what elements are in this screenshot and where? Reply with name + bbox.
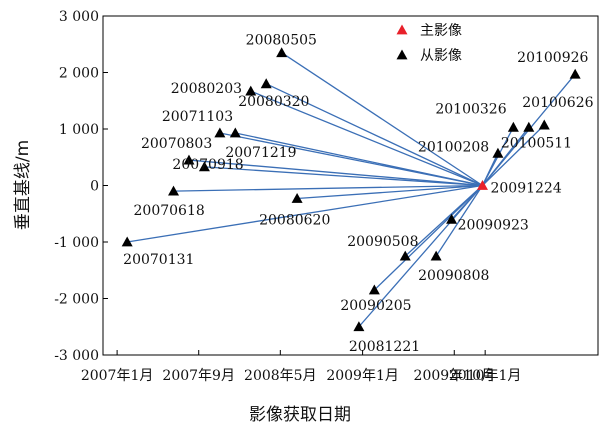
slave-label: 20070803 — [141, 136, 212, 152]
slave-marker — [446, 213, 458, 224]
baseline-line — [297, 184, 483, 200]
slave-marker — [523, 121, 535, 132]
x-tick-label: 2007年9月 — [162, 368, 235, 384]
slave-marker — [368, 284, 380, 295]
baseline-line — [173, 184, 483, 192]
slave-label: 20080620 — [259, 212, 330, 228]
slave-marker — [168, 185, 180, 196]
y-tick-label: -2 000 — [54, 292, 99, 308]
y-tick-label: 1 000 — [59, 122, 99, 138]
y-axis-title: 垂直基线/m — [13, 140, 33, 230]
slave-label: 20080320 — [238, 94, 309, 110]
baseline-line — [451, 185, 483, 220]
slave-label: 20100511 — [501, 135, 572, 151]
y-tick-label: 3 000 — [59, 9, 99, 25]
y-tick-label: 0 — [90, 179, 99, 195]
slave-label: 20100326 — [435, 101, 506, 117]
slave-label: 20080505 — [246, 33, 317, 49]
x-tick-label: 2009年1月 — [326, 368, 399, 384]
slave-marker — [492, 147, 504, 158]
slave-label: 20081221 — [349, 339, 420, 355]
baseline-line — [127, 184, 483, 243]
slave-label: 20070131 — [123, 252, 194, 268]
slave-marker — [538, 119, 550, 130]
slave-label: 20090808 — [418, 268, 489, 284]
baseline-line — [435, 185, 484, 257]
slave-marker — [198, 161, 210, 172]
slave-label: 20071219 — [225, 145, 296, 161]
slave-label: 20100208 — [418, 139, 489, 155]
slave-label: 20090923 — [458, 217, 529, 233]
y-tick-label: -3 000 — [54, 348, 99, 364]
baseline-line — [281, 52, 483, 187]
x-tick-label: 2009年10月 — [414, 368, 495, 384]
point-labels: 20070131 20070618 20070803 20070918 20071103… — [123, 33, 593, 355]
baseline-line — [235, 132, 483, 187]
slave-marker — [214, 127, 226, 138]
slave-marker — [260, 78, 272, 89]
legend-marker — [396, 24, 408, 35]
x-tick-label: 2008年5月 — [244, 368, 317, 384]
slave-marker — [291, 192, 303, 203]
x-tick-label: 2007年1月 — [81, 368, 154, 384]
x-axis-title: 影像获取日期 — [249, 405, 351, 425]
slave-label: 20090508 — [347, 234, 418, 250]
legend-marker — [396, 49, 408, 60]
axes: 3 000 2 000 1 000 0 -1 000 -2 000 -3 000 2007年1… — [54, 9, 599, 384]
baseline-line — [250, 90, 483, 187]
slave-marker — [183, 154, 195, 165]
slave-label: 20070618 — [134, 203, 205, 219]
master-marker — [476, 180, 488, 190]
slave-marker — [353, 321, 365, 332]
baseline-line — [404, 185, 483, 257]
slave-marker — [276, 47, 288, 58]
baseline-line — [204, 166, 483, 187]
baseline-line — [265, 83, 483, 187]
y-tick-label: -1 000 — [54, 235, 99, 251]
image-markers — [121, 47, 581, 332]
slave-marker — [229, 127, 241, 138]
x-tick-label: 2010年1月 — [449, 368, 522, 384]
baseline-lines — [127, 52, 576, 328]
slave-label: 20090205 — [340, 298, 411, 314]
slave-label: 20100626 — [522, 95, 593, 111]
slave-label: 20080203 — [171, 81, 242, 97]
slave-marker — [245, 85, 257, 96]
baseline-line — [373, 185, 483, 291]
slave-marker — [121, 236, 133, 247]
slave-marker — [507, 121, 519, 132]
slave-label: 20071103 — [162, 109, 233, 125]
slave-marker — [430, 250, 442, 261]
slave-label: 20100926 — [517, 50, 588, 66]
y-tick-label: 2 000 — [59, 66, 99, 82]
slave-marker — [399, 250, 411, 261]
baseline-line — [482, 124, 545, 186]
legend-label: 主影像 — [420, 23, 462, 39]
slave-label: 20070918 — [172, 157, 243, 173]
baseline-line — [188, 159, 483, 187]
slave-marker — [569, 68, 581, 79]
legend-label: 从影像 — [420, 48, 462, 64]
master-label: 20091224 — [490, 181, 561, 197]
